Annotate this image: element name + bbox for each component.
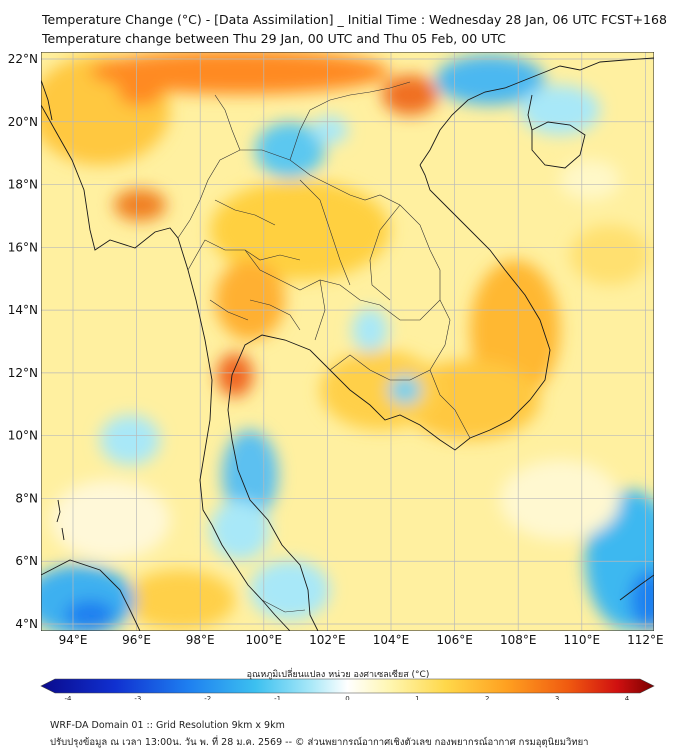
- longitude-label: 106°E: [436, 633, 473, 647]
- latitude-label: 16°N: [8, 240, 38, 254]
- latitude-label: 22°N: [8, 52, 38, 66]
- latitude-label: 6°N: [15, 554, 38, 568]
- colorbar-tick-label: 0: [345, 695, 349, 700]
- longitude-label: 100°E: [246, 633, 283, 647]
- latitude-label: 10°N: [8, 429, 38, 443]
- longitude-label: 112°E: [627, 633, 664, 647]
- latitude-label: 12°N: [8, 366, 38, 380]
- coastlines: [41, 57, 654, 631]
- longitude-label: 110°E: [564, 633, 601, 647]
- map-title-line1: Temperature Change (°C) - [Data Assimila…: [42, 12, 667, 27]
- colorbar-tick-label: -4: [65, 695, 73, 700]
- longitude-labels: 94°E 96°E 98°E 100°E 102°E 104°E 106°E 108°E 110…: [59, 633, 664, 647]
- borders: [177, 81, 471, 613]
- latitude-labels: 22°N 20°N 18°N 16°N 14°N 12°N 10°N 8°N 6°N 4°N: [8, 52, 38, 631]
- longitude-label: 102°E: [309, 633, 346, 647]
- colorbar-tick-label: 2: [485, 695, 489, 700]
- longitude-label: 108°E: [500, 633, 537, 647]
- colorbar-tick-label: 1: [415, 695, 419, 700]
- colorbar-tick-label: -2: [204, 695, 211, 700]
- temperature-field: [41, 52, 654, 631]
- latitude-label: 14°N: [8, 303, 38, 317]
- longitude-label: 104°E: [373, 633, 410, 647]
- map-title-line2: Temperature change between Thu 29 Jan, 0…: [42, 31, 506, 46]
- colorbar-tick-label: 3: [555, 695, 559, 700]
- colorbar-tick-label: -1: [274, 695, 281, 700]
- colorbar: -4 -3 -2 -1 0 1 2 3 4: [40, 678, 655, 700]
- temperature-change-map: 22°N 20°N 18°N 16°N 14°N 12°N 10°N 8°N 6°N 4°N 94…: [8, 52, 664, 700]
- latitude-label: 18°N: [8, 178, 38, 192]
- colorbar-tick-label: 4: [625, 695, 630, 700]
- colorbar-tick-label: -3: [134, 695, 141, 700]
- longitude-label: 96°E: [122, 633, 151, 647]
- latitude-label: 8°N: [15, 491, 38, 505]
- footer-update-info: ปรับปรุงข้อมูล ณ เวลา 13:00น. วัน พ. ที่…: [50, 737, 589, 748]
- latitude-label: 20°N: [8, 115, 38, 129]
- colorbar-title: อุณหภูมิเปลี่ยนแปลง หน่วย องศาเซลเซียส (…: [246, 670, 430, 680]
- footer-model-info: WRF-DA Domain 01 :: Grid Resolution 9km …: [50, 720, 285, 731]
- latitude-label: 4°N: [15, 617, 38, 631]
- longitude-label: 94°E: [59, 633, 88, 647]
- longitude-label: 98°E: [186, 633, 215, 647]
